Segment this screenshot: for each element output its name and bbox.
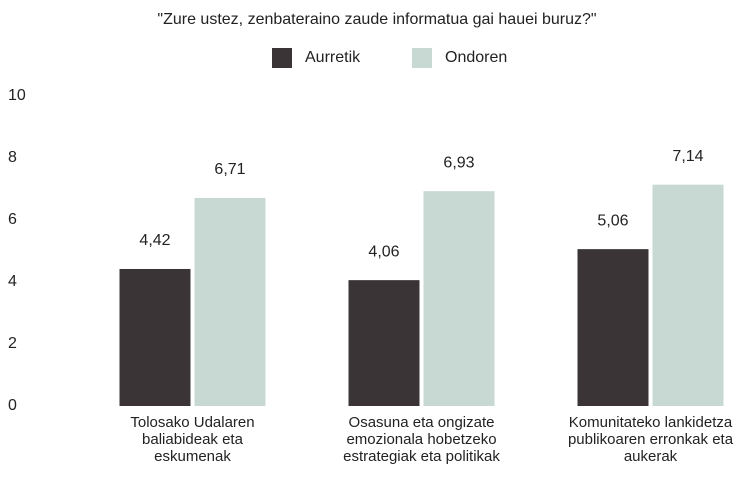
legend-swatch [272, 48, 292, 68]
legend-label: Ondoren [445, 49, 507, 66]
value-label: 5,06 [597, 212, 628, 229]
value-label: 4,06 [368, 243, 399, 260]
bar [652, 184, 724, 406]
bar [119, 268, 191, 406]
y-tick-label: 4 [8, 273, 17, 290]
chart-title: "Zure ustez, zenbateraino zaude informat… [157, 11, 596, 28]
value-label: 7,14 [672, 148, 703, 165]
value-label: 4,42 [139, 232, 170, 249]
y-tick-label: 6 [8, 211, 17, 228]
value-label: 6,93 [443, 154, 474, 171]
x-tick-label: Tolosako Udalaren baliabideak eta eskume… [130, 414, 255, 465]
legend-label: Aurretik [305, 49, 361, 66]
y-tick-label: 2 [8, 335, 17, 352]
x-tick-label: Komunitateko lankidetza publikoaren erro… [567, 414, 734, 465]
x-tick-label: Osasuna eta ongizate emozionala hobetzek… [343, 414, 500, 465]
bar [577, 249, 649, 406]
y-tick-label: 0 [8, 397, 17, 414]
y-tick-label: 10 [8, 87, 26, 104]
legend-swatch [412, 48, 432, 68]
y-tick-label: 8 [8, 149, 17, 166]
bar [423, 191, 495, 406]
bar [194, 197, 266, 406]
value-label: 6,71 [214, 161, 245, 178]
bar [348, 280, 420, 406]
